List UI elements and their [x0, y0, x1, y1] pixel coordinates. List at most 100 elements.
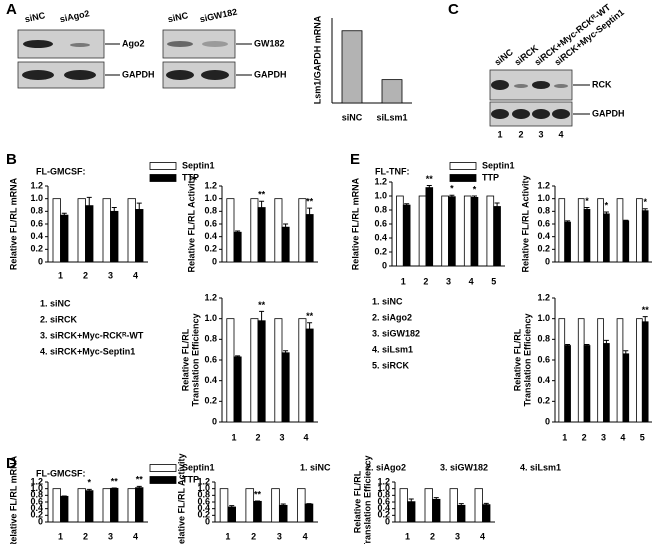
bar	[381, 79, 403, 104]
y-tick-label: 0	[212, 416, 217, 426]
y-tick-label: 0.6	[374, 218, 387, 228]
y-tick-label: 0.8	[204, 206, 217, 216]
y-tick-label: 0.8	[30, 490, 43, 500]
bar	[250, 318, 259, 423]
x-tick-label: 4	[469, 276, 474, 286]
y-tick-label: 1.2	[197, 476, 210, 486]
y-tick-label: 0.6	[537, 354, 550, 364]
bar	[227, 506, 236, 523]
band-label: GAPDH	[254, 69, 287, 79]
x-tick-label: 2	[255, 432, 260, 442]
y-axis-label: Relative FL/RL	[352, 470, 362, 533]
error-bar	[449, 194, 455, 197]
significance-mark: **	[306, 197, 314, 207]
x-tick-label: 2	[83, 531, 88, 541]
y-tick-label: 0.8	[30, 206, 43, 216]
bar	[296, 488, 306, 523]
x-tick-label: 3	[279, 432, 284, 442]
bar	[77, 198, 86, 263]
y-tick-label: 1.0	[204, 313, 217, 323]
bar	[135, 209, 144, 263]
bar	[597, 198, 604, 263]
bar	[622, 220, 630, 263]
error-bar	[408, 498, 414, 502]
y-tick-label: 0.6	[30, 218, 43, 228]
error-bar	[259, 200, 265, 208]
bar	[564, 221, 571, 263]
band-label: GAPDH	[122, 69, 155, 79]
significance-mark: **	[258, 190, 266, 200]
note: 2. siRCK	[40, 314, 78, 324]
y-axis-label: Relative FL/RL	[512, 328, 522, 391]
bar	[298, 198, 307, 263]
band-label: RCK	[592, 79, 612, 89]
bar	[636, 198, 643, 263]
significance-mark: *	[87, 478, 91, 488]
bar	[396, 195, 404, 267]
bar	[304, 503, 314, 523]
y-tick-label: 0.8	[197, 490, 210, 500]
y-tick-label: 0.4	[377, 503, 390, 513]
bar	[219, 488, 229, 523]
bar	[135, 487, 144, 523]
panel-letter: A	[6, 1, 17, 18]
y-tick-label: 1.2	[537, 292, 550, 302]
bar	[577, 198, 585, 263]
bar	[470, 196, 479, 267]
error-bar	[283, 350, 289, 353]
note: 3. siGW182	[440, 462, 488, 472]
y-axis-label: Translation Efficiency	[522, 313, 532, 406]
y-tick-label: 0.4	[204, 231, 217, 241]
x-tick-label: 1	[405, 531, 410, 541]
bar	[641, 210, 649, 263]
y-tick-label: 0.2	[537, 244, 550, 254]
bar	[305, 214, 314, 263]
note: 2. siAgo2	[372, 312, 412, 322]
bar	[441, 195, 449, 267]
x-tick-label: 3	[108, 270, 113, 280]
x-tick-label: 1	[225, 531, 230, 541]
error-bar	[259, 310, 265, 321]
significance-mark: **	[254, 489, 262, 499]
y-tick-label: 0.2	[30, 510, 43, 520]
bar	[432, 498, 441, 523]
y-tick-label: 1.2	[204, 180, 217, 190]
significance-mark: **	[426, 174, 434, 184]
legend-swatch	[149, 174, 177, 182]
y-tick-label: 0.8	[374, 204, 387, 214]
lane-number: 1	[497, 129, 502, 139]
bar	[457, 504, 466, 523]
bar	[60, 495, 69, 523]
bar	[226, 318, 235, 423]
y-axis-label: Relative FL/RL mRNA	[350, 177, 360, 270]
error-bar	[235, 230, 241, 233]
bar	[85, 490, 94, 523]
error-bar	[307, 207, 313, 215]
error-bar	[623, 219, 629, 221]
bar	[583, 345, 591, 423]
error-bar	[483, 502, 489, 505]
significance-mark: **	[642, 305, 650, 315]
bar	[102, 198, 111, 263]
bar	[226, 198, 235, 263]
x-tick-label: 3	[601, 432, 606, 442]
bar	[274, 198, 283, 263]
significance-mark: **	[111, 476, 119, 486]
error-bar	[623, 350, 629, 354]
bar	[577, 318, 585, 423]
bar	[257, 207, 266, 263]
y-tick-label: 0.6	[204, 218, 217, 228]
error-bar	[433, 497, 439, 500]
x-tick-label: 4	[133, 531, 138, 541]
x-tick-label: 1	[401, 276, 406, 286]
note: 1. siNC	[40, 298, 71, 308]
y-tick-label: 0.2	[204, 396, 217, 406]
significance-mark: *	[473, 184, 477, 194]
y-tick-label: 1.0	[377, 483, 390, 493]
error-bar	[307, 322, 313, 329]
error-bar	[136, 202, 142, 210]
y-tick-label: 0.6	[197, 496, 210, 506]
y-tick-label: 1.2	[537, 180, 550, 190]
error-bar	[86, 196, 92, 206]
error-bar	[584, 207, 590, 210]
